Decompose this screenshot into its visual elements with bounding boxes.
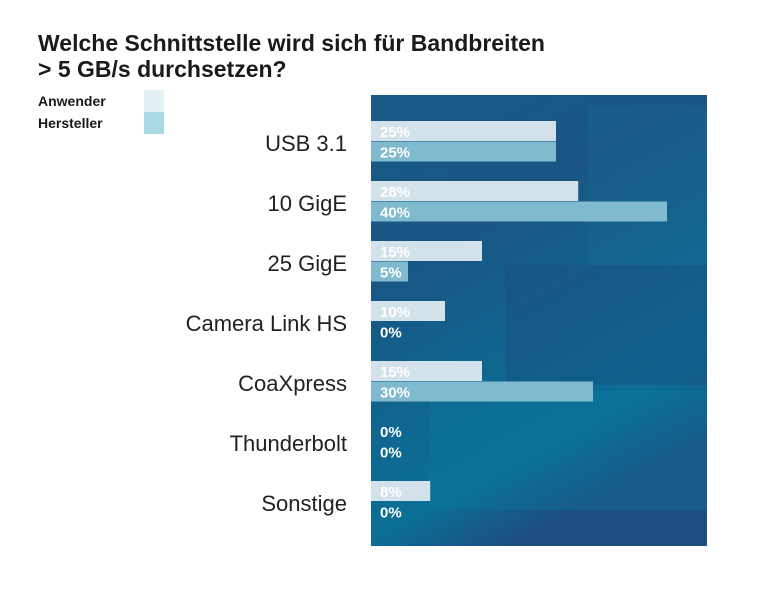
- data-label: 15%: [380, 244, 410, 261]
- background-block: [505, 265, 707, 385]
- category-label: Thunderbolt: [230, 431, 347, 456]
- data-label: 25%: [380, 145, 410, 162]
- bar-hersteller: [371, 261, 408, 282]
- chart-title: Welche Schnittstelle wird sich für Bandb…: [38, 30, 545, 82]
- bar-anwender: [371, 361, 482, 381]
- data-label: 40%: [380, 205, 410, 222]
- data-label: 0%: [380, 325, 402, 342]
- legend-swatch: [144, 90, 164, 112]
- bar-anwender: [371, 241, 482, 261]
- legend-item-anwender: Anwender: [38, 90, 164, 112]
- data-label: 30%: [380, 385, 410, 402]
- category-label: USB 3.1: [265, 131, 347, 156]
- legend-label: Hersteller: [38, 115, 103, 131]
- title-line-1: Welche Schnittstelle wird sich für Bandb…: [38, 30, 545, 56]
- legend: Anwender Hersteller: [38, 90, 164, 134]
- legend-label: Anwender: [38, 93, 106, 109]
- bar-anwender: [371, 481, 431, 501]
- data-label: 0%: [380, 505, 402, 522]
- background-block: [588, 105, 707, 265]
- data-label: 25%: [380, 124, 410, 141]
- bar-anwender: [371, 121, 556, 141]
- data-label: 10%: [380, 304, 410, 321]
- data-label: 28%: [380, 184, 410, 201]
- background-block: [430, 390, 707, 510]
- title-line-2: > 5 GB/s durchsetzen?: [38, 56, 287, 82]
- category-label: Sonstige: [261, 491, 347, 516]
- bar-hersteller: [371, 381, 593, 402]
- bar-hersteller: [371, 201, 667, 222]
- bar-anwender: [371, 301, 445, 321]
- bar-anwender: [371, 181, 579, 201]
- legend-swatch: [144, 112, 164, 134]
- data-label: 0%: [380, 445, 402, 462]
- category-label: Camera Link HS: [186, 311, 347, 336]
- data-label: 5%: [380, 265, 402, 282]
- data-label: 0%: [380, 424, 402, 441]
- category-label: 25 GigE: [268, 251, 348, 276]
- bar-hersteller: [371, 141, 556, 162]
- data-label: 8%: [380, 484, 402, 501]
- category-label: 10 GigE: [268, 191, 348, 216]
- category-label: CoaXpress: [238, 371, 347, 396]
- data-label: 15%: [380, 364, 410, 381]
- legend-item-hersteller: Hersteller: [38, 112, 164, 134]
